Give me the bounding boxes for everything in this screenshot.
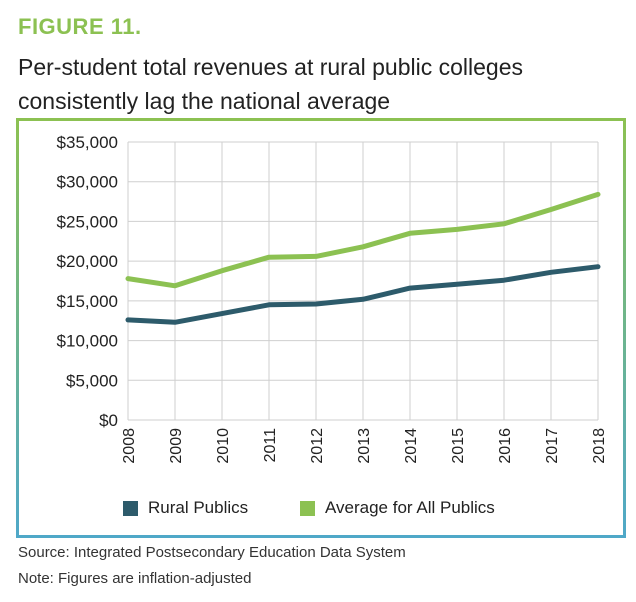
source-note: Source: Integrated Postsecondary Educati… bbox=[18, 544, 406, 561]
x-tick-label: 2010 bbox=[215, 428, 232, 464]
y-tick-label: $30,000 bbox=[57, 173, 118, 192]
chart-border bbox=[16, 118, 626, 538]
y-tick-label: $15,000 bbox=[57, 292, 118, 311]
x-tick-label: 2012 bbox=[309, 428, 326, 464]
y-tick-label: $0 bbox=[99, 411, 118, 430]
y-tick-label: $10,000 bbox=[57, 332, 118, 351]
legend-label-rural: Rural Publics bbox=[148, 498, 249, 517]
x-tick-label: 2008 bbox=[121, 428, 138, 464]
series-line-average bbox=[125, 191, 601, 289]
figure-label: FIGURE 11. bbox=[18, 14, 142, 39]
y-tick-label: $35,000 bbox=[57, 133, 118, 152]
x-tick-label: 2016 bbox=[497, 428, 514, 464]
legend-swatch-rural bbox=[123, 500, 138, 516]
y-tick-label: $25,000 bbox=[57, 212, 118, 231]
legend-item-rural: Rural Publics bbox=[123, 498, 248, 518]
x-tick-label: 2017 bbox=[544, 428, 561, 464]
x-tick-label: 2013 bbox=[356, 428, 373, 464]
x-tick-label: 2015 bbox=[450, 428, 467, 464]
x-tick-label: 2009 bbox=[168, 428, 185, 464]
y-tick-label: $5,000 bbox=[66, 371, 118, 390]
chart-title: Per-student total revenues at rural publ… bbox=[18, 54, 524, 114]
x-tick-label: 2018 bbox=[591, 428, 608, 464]
gridlines bbox=[127, 141, 599, 421]
y-tick-label: $20,000 bbox=[57, 252, 118, 271]
series-lines bbox=[125, 191, 601, 325]
y-axis-ticks: $35,000 $30,000 $25,000 $20,000 $15,000 $10,0… bbox=[57, 133, 118, 430]
legend-label-average: Average for All Publics bbox=[325, 498, 495, 517]
inflation-note: Note: Figures are inflation-adjusted bbox=[18, 570, 252, 587]
series-line-rural bbox=[125, 264, 601, 325]
line-chart: $35,000 $30,000 $25,000 $20,000 $15,000 $10,0… bbox=[16, 118, 626, 538]
legend-item-average: Average for All Publics bbox=[300, 498, 495, 518]
x-tick-label: 2014 bbox=[403, 428, 420, 464]
x-axis-ticks: 2008 2009 2010 2011 2012 2013 2014 2015 2016 2017… bbox=[121, 428, 608, 464]
chart-frame: $35,000 $30,000 $25,000 $20,000 $15,000 $10,0… bbox=[16, 118, 626, 538]
x-tick-label: 2011 bbox=[262, 428, 279, 463]
legend-swatch-average bbox=[300, 500, 315, 516]
